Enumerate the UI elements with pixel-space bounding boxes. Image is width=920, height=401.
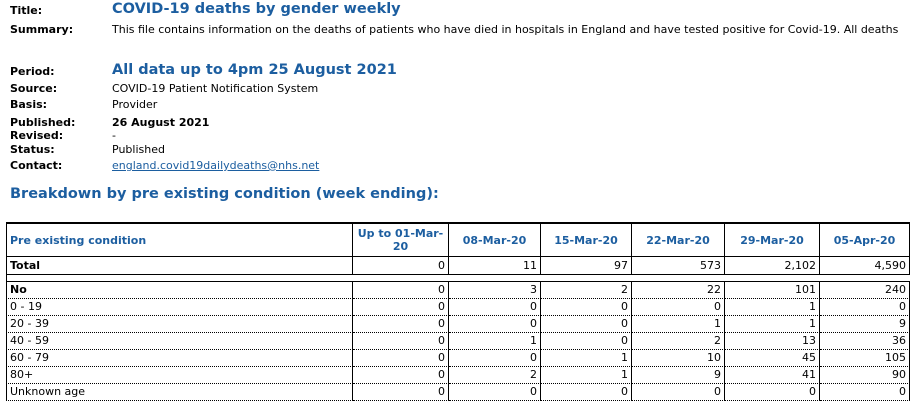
table-cell: 0 xyxy=(632,384,725,401)
contact-email-link[interactable]: england.covid19dailydeaths@nhs.net xyxy=(112,159,320,172)
table-cell: 1 xyxy=(725,299,820,316)
revised-label: Revised: xyxy=(10,129,64,142)
table-cell: 9 xyxy=(820,316,910,333)
table-cell: 0 xyxy=(353,281,449,299)
table-cell: 2 xyxy=(632,333,725,350)
table-cell: 11 xyxy=(449,257,541,275)
table-cell: 36 xyxy=(820,333,910,350)
summary-label: Summary: xyxy=(10,23,74,36)
table-cell: Total xyxy=(6,257,353,275)
table-row: 80+ 0 2 1 9 41 90 xyxy=(6,367,910,384)
revised-value: - xyxy=(112,129,116,142)
table-cell: 1 xyxy=(541,350,632,367)
table-cell: 1 xyxy=(725,316,820,333)
table-cell: 0 xyxy=(353,316,449,333)
table-cell: 60 - 79 xyxy=(6,350,353,367)
table-row-group: No 0 3 2 22 101 240 xyxy=(6,281,910,299)
table-cell: 0 xyxy=(541,384,632,401)
table-cell: No xyxy=(6,281,353,299)
table-cell: 22 xyxy=(632,281,725,299)
table-cell: 0 xyxy=(449,316,541,333)
table-cell: 2 xyxy=(541,281,632,299)
table-cell: 0 xyxy=(449,299,541,316)
published-label: Published: xyxy=(10,116,76,129)
column-header: Up to 01-Mar-20 xyxy=(353,222,449,257)
basis-label: Basis: xyxy=(10,98,48,111)
table-cell: 10 xyxy=(632,350,725,367)
table-cell: 90 xyxy=(820,367,910,384)
table-cell: 0 xyxy=(353,367,449,384)
table-cell: 9 xyxy=(632,367,725,384)
table-row: Unknown age 0 0 0 0 0 0 xyxy=(6,384,910,401)
table-cell: 20 - 39 xyxy=(6,316,353,333)
table-cell: 1 xyxy=(541,367,632,384)
contact-label: Contact: xyxy=(10,159,63,172)
table-cell: 0 - 19 xyxy=(6,299,353,316)
table-cell: 0 xyxy=(820,299,910,316)
breakdown-table: Pre existing condition Up to 01-Mar-20 0… xyxy=(6,222,910,401)
table-cell: 240 xyxy=(820,281,910,299)
published-value: 26 August 2021 xyxy=(112,116,210,129)
source-label: Source: xyxy=(10,82,58,95)
period-label: Period: xyxy=(10,65,55,78)
table-cell: 80+ xyxy=(6,367,353,384)
source-value: COVID-19 Patient Notification System xyxy=(112,82,319,95)
table-row: 60 - 79 0 0 1 10 45 105 xyxy=(6,350,910,367)
table-cell: 0 xyxy=(725,384,820,401)
table-cell: 0 xyxy=(449,350,541,367)
period-value: All data up to 4pm 25 August 2021 xyxy=(112,62,397,78)
table-cell: Unknown age xyxy=(6,384,353,401)
table-cell: 0 xyxy=(353,350,449,367)
table-cell: 0 xyxy=(632,299,725,316)
table-cell: 0 xyxy=(353,299,449,316)
table-cell: 0 xyxy=(541,299,632,316)
table-cell: 97 xyxy=(541,257,632,275)
table-cell: 0 xyxy=(541,316,632,333)
column-header: 22-Mar-20 xyxy=(632,222,725,257)
basis-value: Provider xyxy=(112,98,158,111)
table-cell: 41 xyxy=(725,367,820,384)
summary-text: This file contains information on the de… xyxy=(112,23,899,36)
table-cell: 0 xyxy=(353,384,449,401)
table-cell: 0 xyxy=(541,333,632,350)
table-cell: 2 xyxy=(449,367,541,384)
table-cell: 573 xyxy=(632,257,725,275)
table-row: 0 - 19 0 0 0 0 1 0 xyxy=(6,299,910,316)
page-title: COVID-19 deaths by gender weekly xyxy=(112,1,401,17)
table-header-row: Pre existing condition Up to 01-Mar-20 0… xyxy=(6,222,910,257)
table-row: 40 - 59 0 1 0 2 13 36 xyxy=(6,333,910,350)
table-cell: 40 - 59 xyxy=(6,333,353,350)
status-label: Status: xyxy=(10,143,55,156)
column-header: 29-Mar-20 xyxy=(725,222,820,257)
table-cell: 45 xyxy=(725,350,820,367)
table-cell: 1 xyxy=(632,316,725,333)
table-spacer xyxy=(6,275,910,281)
table-cell: 4,590 xyxy=(820,257,910,275)
table-cell: 2,102 xyxy=(725,257,820,275)
column-header: 15-Mar-20 xyxy=(541,222,632,257)
table-cell: 0 xyxy=(353,257,449,275)
column-header: Pre existing condition xyxy=(6,222,353,257)
section-title: Breakdown by pre existing condition (wee… xyxy=(10,186,439,202)
table-cell: 0 xyxy=(353,333,449,350)
table-cell: 0 xyxy=(449,384,541,401)
table-cell: 1 xyxy=(449,333,541,350)
column-header: 05-Apr-20 xyxy=(820,222,910,257)
table-cell: 101 xyxy=(725,281,820,299)
table-row: 20 - 39 0 0 0 1 1 9 xyxy=(6,316,910,333)
table-row-total: Total 0 11 97 573 2,102 4,590 xyxy=(6,257,910,275)
column-header: 08-Mar-20 xyxy=(449,222,541,257)
title-label: Title: xyxy=(10,4,43,17)
table-cell: 0 xyxy=(820,384,910,401)
table-cell: 105 xyxy=(820,350,910,367)
table-cell: 3 xyxy=(449,281,541,299)
table-cell: 13 xyxy=(725,333,820,350)
status-value: Published xyxy=(112,143,165,156)
